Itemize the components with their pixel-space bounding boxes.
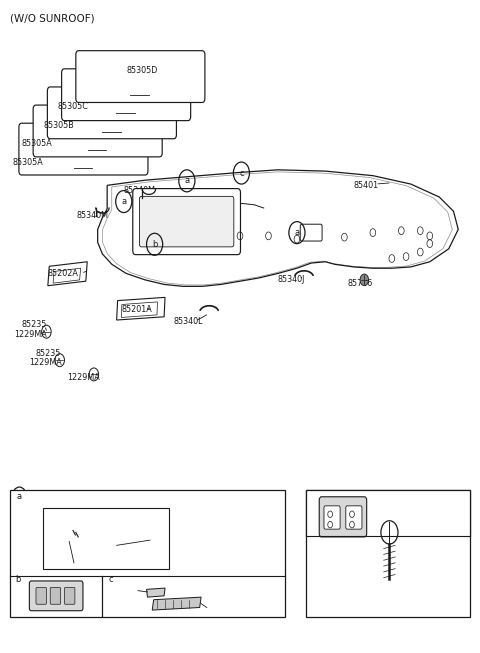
Text: 85235: 85235 <box>22 320 47 329</box>
FancyBboxPatch shape <box>76 51 205 103</box>
FancyBboxPatch shape <box>300 224 322 241</box>
Text: 85340M: 85340M <box>76 211 108 219</box>
Text: 85317A: 85317A <box>373 494 404 503</box>
Text: 1243BE: 1243BE <box>373 535 404 544</box>
Text: 92815: 92815 <box>38 575 64 584</box>
Bar <box>43 508 169 569</box>
Circle shape <box>360 274 369 286</box>
FancyBboxPatch shape <box>29 581 83 611</box>
Text: 85305C: 85305C <box>57 102 88 111</box>
Text: a: a <box>121 197 126 206</box>
Polygon shape <box>152 597 201 610</box>
FancyBboxPatch shape <box>48 87 177 138</box>
Text: b: b <box>15 575 21 584</box>
Text: 85746: 85746 <box>347 279 372 288</box>
Text: c: c <box>239 168 244 178</box>
Text: 85730G: 85730G <box>84 560 115 569</box>
Polygon shape <box>146 588 165 597</box>
Text: 85305D: 85305D <box>126 65 157 74</box>
Text: b: b <box>152 240 157 249</box>
Text: 1229MA: 1229MA <box>29 358 61 367</box>
Text: (W/O SUNROOF): (W/O SUNROOF) <box>10 14 95 24</box>
Text: 85399: 85399 <box>96 512 120 520</box>
Text: 91800C: 91800C <box>188 214 218 223</box>
Text: 85202A: 85202A <box>48 269 79 278</box>
Text: a: a <box>294 228 300 237</box>
Bar <box>10 490 285 616</box>
Bar <box>306 490 470 616</box>
FancyBboxPatch shape <box>324 506 340 529</box>
Text: 85340L: 85340L <box>174 317 203 326</box>
Text: 85235: 85235 <box>35 349 60 358</box>
Text: 1229MA: 1229MA <box>67 372 99 381</box>
FancyBboxPatch shape <box>61 69 191 121</box>
FancyBboxPatch shape <box>36 588 47 604</box>
Text: a: a <box>17 492 22 502</box>
Text: c: c <box>108 575 113 584</box>
Text: 85360: 85360 <box>164 535 189 545</box>
FancyBboxPatch shape <box>346 506 362 529</box>
Text: 85305A: 85305A <box>12 157 43 167</box>
FancyBboxPatch shape <box>50 588 60 604</box>
Text: 85401: 85401 <box>354 181 379 190</box>
Text: 1243BE: 1243BE <box>373 534 404 543</box>
FancyBboxPatch shape <box>319 497 367 537</box>
FancyBboxPatch shape <box>19 123 148 175</box>
Text: 85305B: 85305B <box>43 121 74 131</box>
Text: 1229MA: 1229MA <box>14 330 48 339</box>
Text: 85340M: 85340M <box>124 186 156 195</box>
Bar <box>306 490 470 535</box>
FancyBboxPatch shape <box>64 588 75 604</box>
FancyBboxPatch shape <box>33 105 162 157</box>
Text: 85317B: 85317B <box>185 603 216 612</box>
FancyBboxPatch shape <box>133 189 240 255</box>
Text: 85380C: 85380C <box>117 586 147 595</box>
Text: 85305A: 85305A <box>22 140 52 148</box>
Text: a: a <box>184 176 190 185</box>
Text: 85340J: 85340J <box>278 275 305 284</box>
Text: 85399: 85399 <box>80 520 105 529</box>
FancyBboxPatch shape <box>139 197 234 247</box>
Text: 85201A: 85201A <box>121 304 152 313</box>
